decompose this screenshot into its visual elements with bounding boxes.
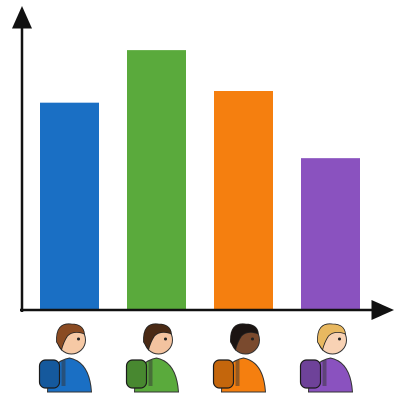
child-icon [212,323,267,393]
eye [251,337,254,341]
child-icon [125,323,180,393]
child-icon [38,323,93,393]
strap [61,360,66,386]
strap [322,360,327,386]
backpack [299,359,322,389]
child-icon [299,323,354,393]
category-icons [38,323,354,393]
hair [230,323,259,352]
bar [127,50,186,311]
backpack [38,359,61,389]
eye [164,337,167,341]
hair [56,323,85,352]
eye [338,337,341,341]
hair [143,323,172,352]
hair [317,323,346,352]
bar [301,158,360,310]
strap [148,360,153,386]
bar [40,102,99,311]
eye [77,337,80,341]
backpack [212,359,235,389]
bar [214,91,273,310]
backpack [125,359,148,389]
plot-area [40,50,360,311]
strap [235,360,240,386]
